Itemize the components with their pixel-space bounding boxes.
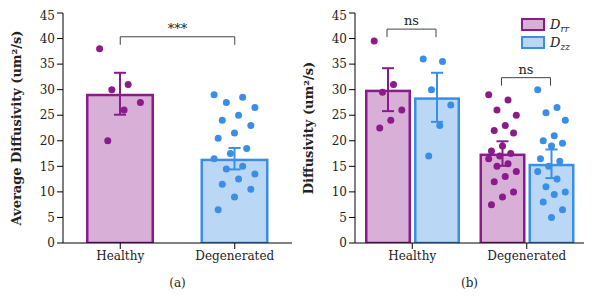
svg-text:25: 25 — [332, 108, 347, 122]
svg-text:15: 15 — [40, 160, 55, 174]
svg-text:Dzz: Dzz — [549, 35, 570, 52]
svg-text:35: 35 — [332, 57, 347, 71]
svg-text:ns: ns — [404, 13, 419, 28]
svg-text:0: 0 — [47, 236, 55, 250]
svg-text:***: *** — [168, 21, 188, 36]
svg-text:40: 40 — [40, 32, 55, 46]
svg-text:35: 35 — [40, 57, 55, 71]
svg-text:30: 30 — [332, 83, 347, 97]
svg-text:30: 30 — [40, 83, 55, 97]
svg-text:5: 5 — [47, 211, 55, 225]
svg-text:10: 10 — [332, 185, 347, 199]
svg-text:20: 20 — [40, 134, 55, 148]
svg-text:0: 0 — [339, 236, 347, 250]
svg-text:45: 45 — [40, 9, 55, 23]
svg-text:Drr: Drr — [549, 17, 570, 34]
svg-text:45: 45 — [332, 9, 347, 23]
svg-text:Healthy: Healthy — [388, 249, 436, 263]
svg-text:15: 15 — [332, 160, 347, 174]
svg-text:(b): (b) — [461, 276, 478, 290]
svg-text:ns: ns — [518, 62, 533, 77]
svg-text:40: 40 — [332, 32, 347, 46]
svg-text:25: 25 — [40, 108, 55, 122]
svg-text:Degenerated: Degenerated — [195, 249, 274, 263]
svg-text:10: 10 — [40, 185, 55, 199]
svg-text:Average Diffusivity (um²/s): Average Diffusivity (um²/s) — [9, 31, 24, 227]
svg-text:Diffusivity (um²/s): Diffusivity (um²/s) — [301, 62, 316, 194]
svg-text:5: 5 — [339, 211, 347, 225]
svg-text:Healthy: Healthy — [96, 249, 144, 263]
svg-text:20: 20 — [332, 134, 347, 148]
svg-text:Degenerated: Degenerated — [487, 249, 566, 263]
svg-text:(a): (a) — [169, 276, 186, 290]
